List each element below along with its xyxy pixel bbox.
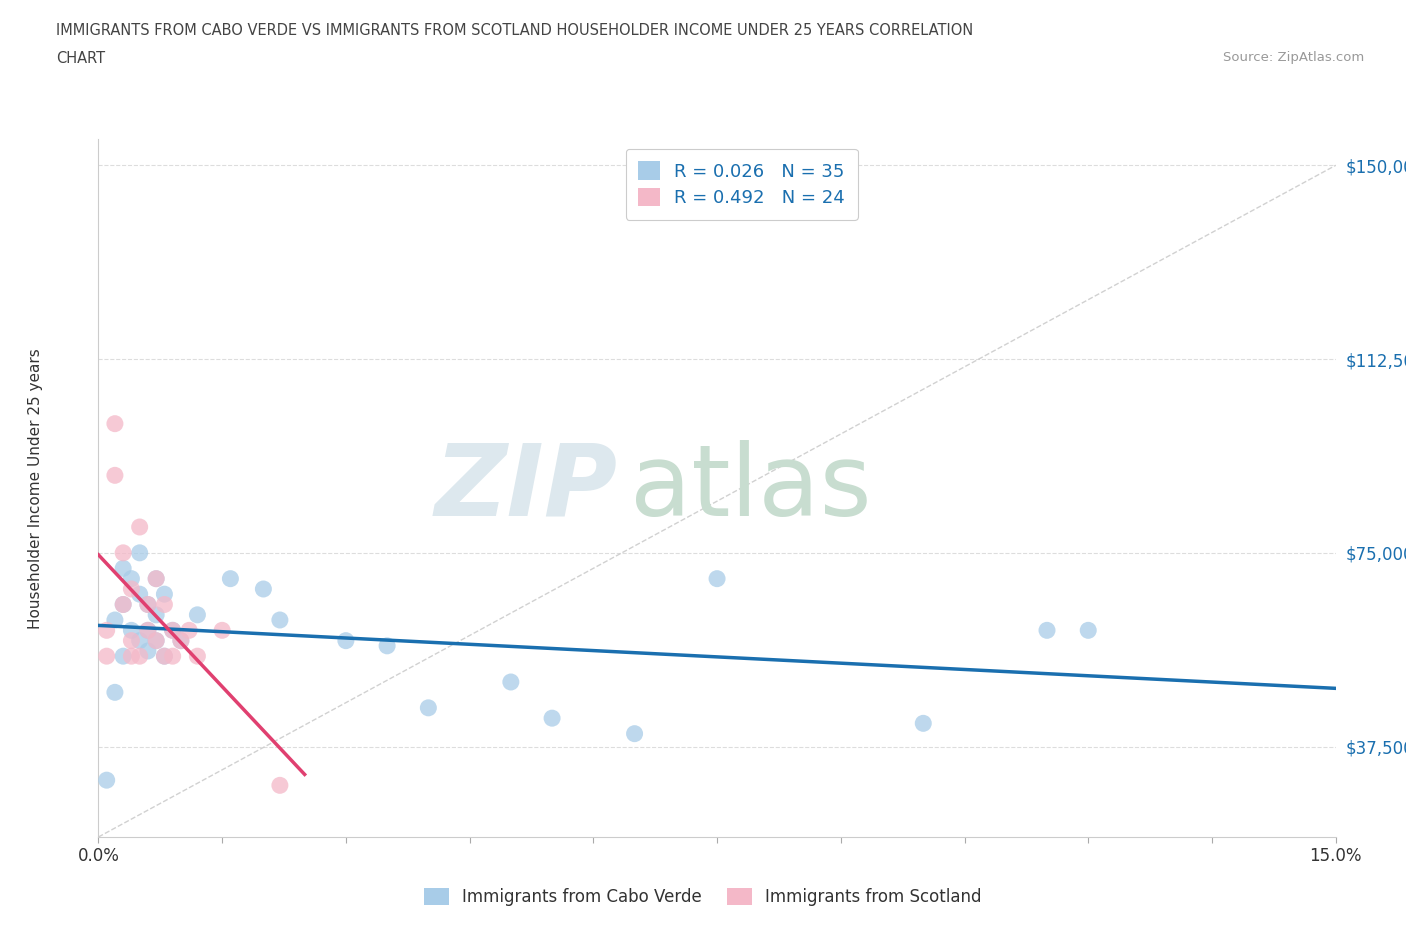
Point <box>128 545 150 560</box>
Point <box>104 468 127 483</box>
Point <box>153 587 176 602</box>
Point <box>211 623 233 638</box>
Point <box>1077 623 1099 638</box>
Point <box>145 571 167 586</box>
Point <box>145 633 167 648</box>
Point <box>269 777 291 792</box>
Point <box>120 633 142 648</box>
Legend: R = 0.026   N = 35, R = 0.492   N = 24: R = 0.026 N = 35, R = 0.492 N = 24 <box>626 149 858 219</box>
Point <box>128 520 150 535</box>
Point <box>104 417 127 432</box>
Text: Householder Income Under 25 years: Householder Income Under 25 years <box>28 348 42 629</box>
Point <box>186 649 208 664</box>
Point <box>162 649 184 664</box>
Point <box>623 726 645 741</box>
Point <box>112 597 135 612</box>
Point <box>1036 623 1059 638</box>
Point <box>170 633 193 648</box>
Point <box>153 649 176 664</box>
Point <box>145 571 167 586</box>
Point <box>120 649 142 664</box>
Point <box>136 644 159 658</box>
Point <box>145 607 167 622</box>
Point <box>162 623 184 638</box>
Point <box>912 716 935 731</box>
Point <box>153 597 176 612</box>
Point <box>136 597 159 612</box>
Point <box>96 773 118 788</box>
Point <box>179 623 201 638</box>
Point <box>104 684 127 699</box>
Text: atlas: atlas <box>630 440 872 537</box>
Point <box>112 545 135 560</box>
Point <box>128 633 150 648</box>
Text: IMMIGRANTS FROM CABO VERDE VS IMMIGRANTS FROM SCOTLAND HOUSEHOLDER INCOME UNDER : IMMIGRANTS FROM CABO VERDE VS IMMIGRANTS… <box>56 23 973 38</box>
Point <box>335 633 357 648</box>
Point <box>136 597 159 612</box>
Point <box>269 613 291 628</box>
Point <box>112 561 135 576</box>
Text: ZIP: ZIP <box>434 440 619 537</box>
Point <box>145 633 167 648</box>
Point <box>186 607 208 622</box>
Point <box>128 649 150 664</box>
Point <box>219 571 242 586</box>
Point <box>170 633 193 648</box>
Point <box>418 700 440 715</box>
Text: CHART: CHART <box>56 51 105 66</box>
Point <box>96 649 118 664</box>
Point <box>153 649 176 664</box>
Point <box>120 623 142 638</box>
Point <box>96 623 118 638</box>
Point <box>162 623 184 638</box>
Point <box>252 581 274 596</box>
Point <box>541 711 564 725</box>
Point <box>136 623 159 638</box>
Point <box>375 638 398 653</box>
Text: Source: ZipAtlas.com: Source: ZipAtlas.com <box>1223 51 1364 64</box>
Point <box>112 597 135 612</box>
Point <box>104 613 127 628</box>
Point <box>499 674 522 689</box>
Point <box>120 581 142 596</box>
Point <box>112 649 135 664</box>
Point <box>136 623 159 638</box>
Point <box>128 587 150 602</box>
Point <box>706 571 728 586</box>
Legend: Immigrants from Cabo Verde, Immigrants from Scotland: Immigrants from Cabo Verde, Immigrants f… <box>418 881 988 912</box>
Point <box>120 571 142 586</box>
